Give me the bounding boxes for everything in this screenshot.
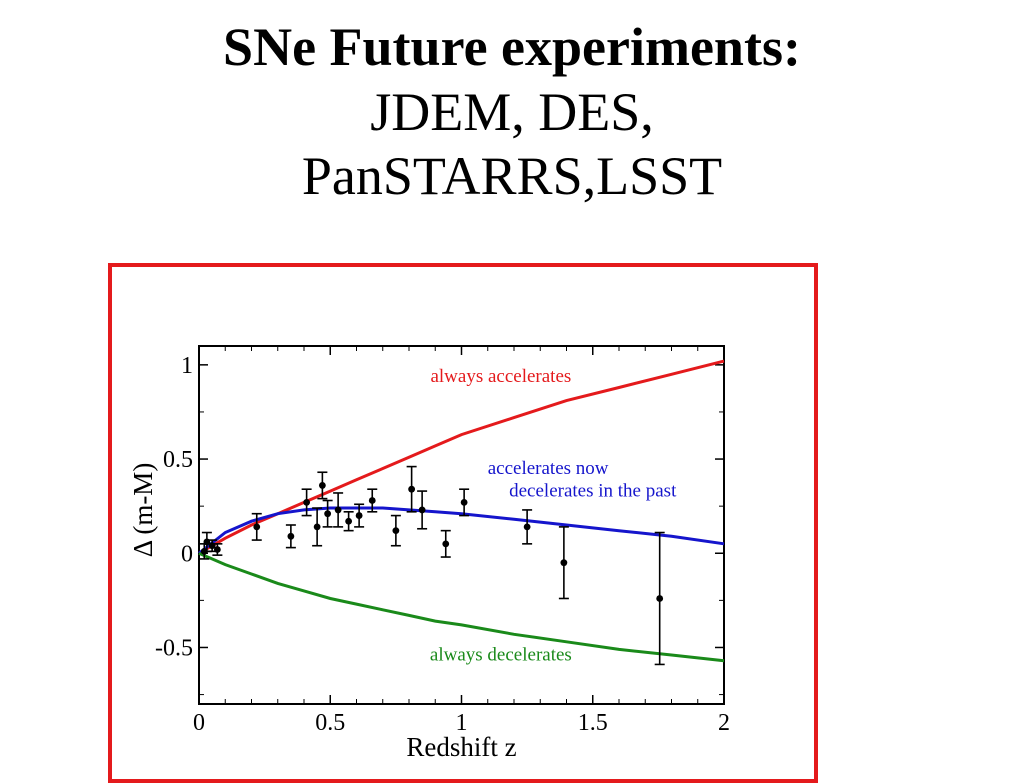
data-point	[355, 512, 363, 519]
data-point	[523, 523, 531, 531]
data-point	[287, 532, 295, 540]
data-point	[318, 482, 326, 489]
data-point	[408, 485, 416, 493]
data-point	[368, 497, 376, 504]
model-curve-now_past	[198, 506, 725, 555]
curve-annotation: accelerates now	[488, 458, 609, 479]
data-point	[560, 559, 568, 567]
data-point	[324, 510, 332, 518]
x-tick-label: 0.5	[315, 710, 345, 736]
data-point	[303, 498, 311, 506]
slide-title: SNe Future experiments: JDEM, DES, PanST…	[0, 14, 1024, 208]
data-point	[253, 523, 261, 531]
slide-title-bold: SNe Future experiments:	[223, 17, 801, 77]
data-point	[460, 498, 468, 506]
data-point	[334, 506, 342, 514]
y-tick-label: 0.5	[163, 447, 193, 473]
x-axis-label: Redshift z	[406, 732, 516, 762]
curve-annotation: always accelerates	[430, 366, 571, 387]
model-curve-accelerates	[198, 359, 725, 555]
y-tick-label: 0	[181, 541, 193, 567]
y-tick-label: 1	[181, 353, 193, 379]
slide-title-line-2: JDEM, DES,	[370, 82, 654, 142]
data-point	[418, 506, 426, 514]
data-point	[442, 540, 450, 548]
curve-annotation: always decelerates	[430, 645, 572, 666]
y-axis-label: Δ (m-M)	[128, 463, 158, 558]
data-point	[213, 546, 221, 553]
curve-annotation: decelerates in the past	[509, 481, 677, 502]
x-tick-label: 2	[718, 710, 730, 736]
data-point	[656, 595, 664, 602]
model-curve-decelerates	[198, 551, 725, 663]
data-point	[345, 517, 353, 525]
slide-title-line-3: PanSTARRS,LSST	[301, 146, 723, 206]
data-point	[392, 527, 400, 535]
y-tick-label: -0.5	[155, 635, 193, 661]
x-tick-label: 1.5	[578, 710, 608, 736]
x-tick-label: 1	[456, 710, 468, 736]
x-tick-label: 0	[193, 710, 205, 736]
data-point	[313, 523, 321, 531]
